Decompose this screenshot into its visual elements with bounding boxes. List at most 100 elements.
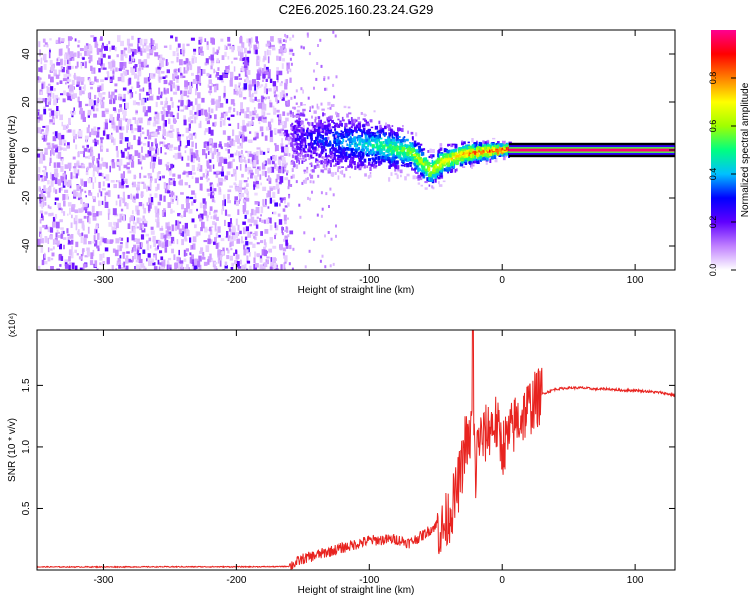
heatmap-cell	[408, 146, 411, 151]
heatmap-cell	[409, 148, 413, 152]
heatmap-cell	[238, 180, 243, 184]
heatmap-cell	[377, 137, 380, 142]
heatmap-cell	[183, 115, 186, 122]
heatmap-cell	[476, 152, 479, 157]
heatmap-cell	[97, 192, 99, 198]
heatmap-cell	[154, 43, 158, 50]
heatmap-cell	[59, 147, 63, 150]
heatmap-cell	[432, 171, 436, 174]
heatmap-cell	[224, 46, 228, 50]
heatmap-cell	[120, 40, 124, 47]
heatmap-cell	[82, 145, 85, 149]
heatmap-cell	[107, 213, 110, 220]
heatmap-cell	[98, 92, 102, 97]
heatmap-cell	[214, 121, 217, 126]
heatmap-cell	[406, 152, 410, 157]
heatmap-cell	[377, 156, 381, 161]
heatmap-cell	[434, 174, 437, 179]
heatmap-cell	[426, 177, 429, 181]
heatmap-cell	[467, 141, 470, 144]
heatmap-cell	[223, 85, 226, 93]
heatmap-cell	[73, 136, 75, 143]
heatmap-cell	[311, 169, 315, 173]
heatmap-cell	[49, 99, 51, 105]
heatmap-cell	[64, 54, 66, 60]
heatmap-cell	[82, 267, 85, 270]
heatmap-cell	[294, 134, 297, 138]
heatmap-cell	[90, 162, 94, 168]
heatmap-cell	[328, 168, 331, 172]
heatmap-cell	[244, 136, 248, 142]
heatmap-cell	[318, 160, 321, 163]
heatmap-cell	[96, 48, 100, 55]
heatmap-cell	[471, 156, 474, 159]
heatmap-cell	[137, 46, 141, 52]
heatmap-cell	[256, 253, 260, 258]
heatmap-cell	[227, 117, 230, 120]
heatmap-cell	[349, 157, 352, 163]
heatmap-cell	[455, 157, 458, 161]
heatmap-cell	[350, 125, 353, 129]
heatmap-cell	[401, 150, 405, 154]
heatmap-cell	[62, 230, 65, 235]
spectrogram-x-tick-label: -300	[93, 275, 113, 286]
heatmap-cell	[430, 177, 434, 182]
heatmap-cell	[190, 37, 195, 41]
heatmap-cell	[245, 54, 247, 58]
heatmap-cell	[240, 102, 243, 109]
heatmap-cell	[192, 79, 197, 84]
heatmap-cell	[112, 248, 116, 253]
heatmap-cell	[94, 240, 98, 247]
heatmap-cell	[503, 153, 506, 157]
heatmap-cell	[332, 30, 335, 34]
heatmap-cell	[131, 35, 134, 40]
heatmap-cell	[258, 56, 261, 62]
heatmap-cell	[431, 174, 435, 178]
heatmap-cell	[53, 99, 57, 106]
heatmap-cell	[139, 38, 143, 46]
heatmap-cell	[282, 111, 286, 116]
heatmap-cell	[119, 200, 122, 207]
heatmap-cell	[143, 77, 148, 84]
heatmap-cell	[173, 254, 176, 260]
heatmap-cell	[413, 140, 417, 144]
heatmap-cell	[397, 156, 402, 159]
heatmap-cell	[235, 254, 240, 259]
heatmap-cell	[184, 70, 188, 74]
heatmap-cell	[238, 183, 242, 189]
heatmap-cell	[112, 70, 115, 74]
heatmap-cell	[320, 102, 323, 106]
heatmap-cell	[282, 166, 285, 174]
heatmap-cell	[480, 144, 484, 148]
heatmap-cell	[173, 76, 176, 81]
heatmap-cell	[310, 150, 313, 153]
heatmap-cell	[96, 211, 99, 217]
heatmap-cell	[214, 114, 217, 120]
heatmap-cell	[246, 70, 251, 75]
heatmap-cell	[234, 174, 237, 181]
heatmap-cell	[409, 150, 412, 155]
heatmap-cell	[189, 268, 193, 270]
heatmap-cell	[69, 98, 73, 101]
heatmap-cell	[361, 155, 365, 159]
heatmap-cell	[333, 135, 337, 140]
heatmap-cell	[150, 38, 153, 45]
heatmap-cell	[92, 249, 95, 257]
heatmap-cell	[264, 171, 267, 178]
heatmap-cell	[268, 248, 272, 253]
heatmap-cell	[176, 75, 180, 80]
heatmap-cell	[353, 126, 357, 131]
heatmap-cell	[313, 128, 316, 133]
heatmap-cell	[98, 241, 102, 246]
heatmap-cell	[129, 231, 133, 234]
heatmap-cell	[146, 187, 148, 192]
heatmap-cell	[395, 145, 399, 148]
heatmap-cell	[240, 108, 245, 114]
heatmap-cell	[228, 155, 230, 159]
heatmap-cell	[135, 259, 139, 263]
heatmap-cell	[122, 98, 126, 102]
heatmap-cell	[351, 154, 355, 156]
heatmap-cell	[102, 67, 107, 70]
heatmap-cell	[398, 139, 400, 141]
heatmap-cell	[165, 97, 168, 104]
